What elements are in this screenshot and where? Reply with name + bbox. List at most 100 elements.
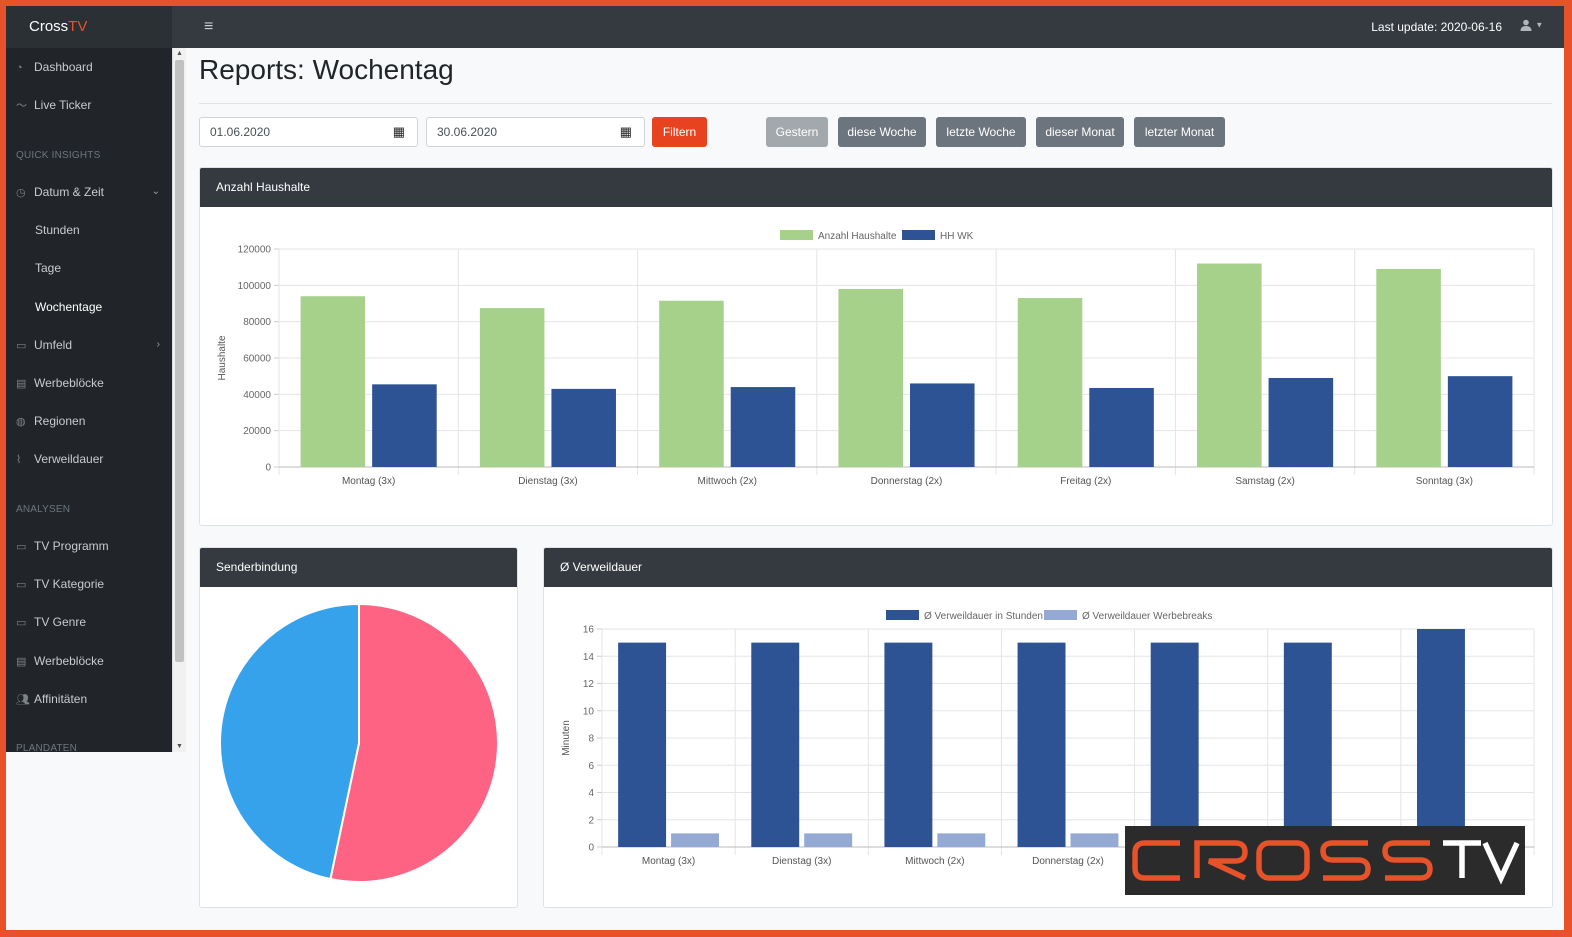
legend-swatch [780,230,813,240]
sidebar-item-werbebloecke[interactable]: ▤ Werbeblöcke [6,364,172,402]
sidebar-item-datum-zeit[interactable]: ◷ Datum & Zeit ⌄ [6,173,172,211]
y-tick-label: 4 [588,788,594,799]
dashboard-icon: ◔ [16,62,23,74]
x-tick-label: Mittwoch (2x) [697,476,756,487]
dwell-time-bar-chart: 0 2 4 6 8 10 12 14 16 Montag (3x) Dienstag (3x) Mit… [561,610,1535,867]
y-tick-label: 14 [583,652,595,663]
bar-primary [618,642,667,847]
quick-letzte-woche-button[interactable]: letzte Woche [936,117,1026,147]
y-tick-label: 16 [583,625,595,636]
sidebar-item-label: Live Ticker [34,98,92,112]
y-axis-label: Haushalte [217,335,228,380]
legend-label: Ø Verweildauer in Stunden [924,611,1043,622]
quick-dieser-monat-button[interactable]: dieser Monat [1036,117,1124,147]
last-update-text: Last update: 2020-06-16 [1371,20,1502,34]
bar-primary [479,308,545,467]
brand-tv-text: TV [68,18,88,35]
sidebar-item-live-ticker[interactable]: 〜 Live Ticker [6,86,172,124]
menu-toggle-icon[interactable]: ≡ [204,18,214,35]
sidebar-item-label: Umfeld [34,338,73,352]
bar-secondary [551,388,616,467]
quick-letzter-monat-button[interactable]: letzter Monat [1134,117,1225,147]
x-tick-label: Samstag (2x) [1235,476,1294,487]
brand-cross-text: Cross [29,18,69,35]
crosstv-logo-graphic [1132,840,1520,885]
sidebar-item-label: Tage [35,261,62,275]
sidebar-item-label: Werbeblöcke [34,654,104,668]
chevron-right-icon: › [156,339,160,350]
x-tick-label: Sonntag (3x) [1416,476,1473,487]
sidebar-item-verweildauer[interactable]: ⌇ Verweildauer [6,440,172,478]
scrollbar-thumb[interactable] [175,60,184,662]
channel-loyalty-card-title: Senderbindung [200,548,517,587]
sidebar-item-umfeld[interactable]: ▭ Umfeld › [6,326,172,364]
bar-secondary [804,833,853,847]
bar-secondary [671,833,720,847]
sidebar-item-tage[interactable]: Tage [6,249,172,287]
bar-secondary [1268,377,1334,467]
bar-primary [1416,629,1465,847]
x-tick-label: Montag (3x) [342,476,395,487]
y-tick-label: 10 [583,706,595,717]
sidebar-item-regionen[interactable]: ◍ Regionen [6,402,172,440]
sidebar-item-wochentage[interactable]: Wochentage [6,288,172,326]
user-menu-button[interactable]: ▼ [1520,17,1546,37]
sidebar-heading-quick-insights: QUICK INSIGHTS [16,150,101,161]
x-tick-label: Mittwoch (2x) [905,856,964,867]
date-to-input[interactable]: 30.06.2020 ▦ [426,117,645,147]
sidebar-item-tv-programm[interactable]: ▭ TV Programm [6,527,172,565]
sidebar-heading-plandaten: PLANDATEN [16,743,78,752]
brand-logo[interactable]: CrossTV [6,6,172,48]
filter-button[interactable]: Filtern [652,117,707,147]
ad-icon: ▤ [16,378,27,390]
y-tick-label: 2 [588,815,594,826]
pie-slice [329,602,499,883]
y-axis-label: Minuten [561,720,572,756]
date-from-input[interactable]: 01.06.2020 ▦ [199,117,418,147]
x-tick-label: Dienstag (3x) [772,856,831,867]
households-card-title: Anzahl Haushalte [200,168,1552,207]
calendar-icon[interactable]: ▦ [392,124,405,139]
sidebar-item-affinitaeten[interactable]: 👥︎ Affinitäten [6,680,172,718]
scroll-down-icon[interactable]: ▼ [176,743,183,750]
user-icon [1520,19,1532,31]
sidebar-item-label: Werbeblöcke [34,376,104,390]
x-tick-label: Donnerstag (2x) [1032,856,1104,867]
page-title: Reports: Wochentag [199,54,454,85]
legend-label: HH WK [940,231,974,242]
sidebar-item-stunden[interactable]: Stunden [6,211,172,249]
y-tick-label: 0 [588,843,594,854]
bar-secondary [1447,376,1513,467]
bar-secondary [1089,387,1154,467]
sidebar-item-werbebloecke-analysen[interactable]: ▤ Werbeblöcke [6,642,172,680]
ad-icon: ▤ [16,656,27,668]
channel-loyalty-card: Senderbindung [199,547,518,908]
calendar-icon[interactable]: ▦ [619,124,632,139]
sidebar-item-label: Regionen [34,414,86,428]
scroll-up-icon[interactable]: ▲ [176,50,183,57]
y-tick-label: 20000 [243,426,271,437]
quick-gestern-button[interactable]: Gestern [766,117,828,147]
y-tick-label: 8 [588,734,594,745]
area-chart-icon: ⌇ [16,454,22,466]
sidebar-item-label: TV Genre [34,615,87,629]
sidebar-item-dashboard[interactable]: ◔ Dashboard [6,48,172,86]
y-tick-label: 40000 [243,390,271,401]
app-frame: CrossTV ≡ Last update: 2020-06-16 ▼ ◔ Das… [6,6,1564,930]
bar-secondary [937,833,986,847]
sidebar-item-label: TV Kategorie [34,577,105,591]
sidebar-item-tv-genre[interactable]: ▭ TV Genre [6,603,172,641]
clock-icon: ◷ [16,187,26,199]
legend-swatch [902,230,935,240]
y-tick-label: 60000 [243,354,271,365]
bar-primary [300,296,366,467]
sidebar-item-tv-kategorie[interactable]: ▭ TV Kategorie [6,565,172,603]
top-navbar: CrossTV ≡ Last update: 2020-06-16 ▼ [6,6,1564,48]
quick-diese-woche-button[interactable]: diese Woche [838,117,926,147]
date-to-value: 30.06.2020 [437,125,498,139]
bar-primary [1197,263,1262,467]
bar-primary [838,288,903,467]
bar-primary [884,642,933,847]
sidebar-scrollbar[interactable]: ▲ ▼ [172,48,186,752]
bar-primary [659,300,724,467]
